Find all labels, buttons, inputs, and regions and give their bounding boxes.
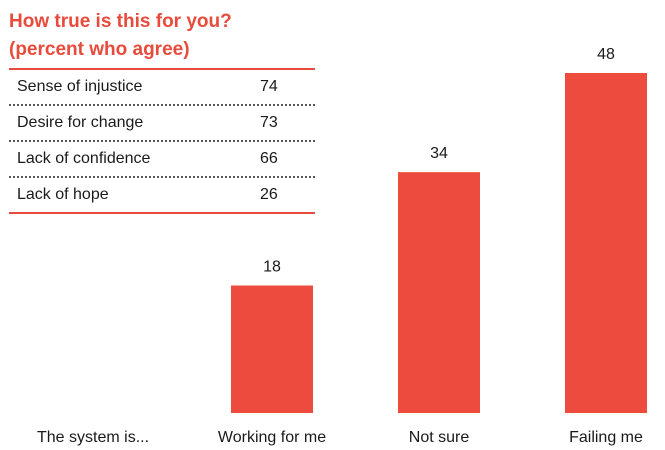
row-value: 26 — [260, 186, 278, 203]
table-row: Desire for change 73 — [9, 104, 315, 140]
bar-failing-me — [565, 73, 647, 413]
table-title-line-2: (percent who agree) — [9, 39, 190, 60]
category-tick-label: Not sure — [409, 429, 470, 446]
row-value: 74 — [260, 78, 278, 95]
bar-value-label: 18 — [263, 259, 281, 276]
row-label: Lack of hope — [17, 186, 109, 203]
bar-value-label: 34 — [430, 145, 448, 162]
row-value: 73 — [260, 114, 278, 131]
bar-value-label: 48 — [597, 46, 615, 63]
table-row: Lack of confidence 66 — [9, 140, 315, 176]
bar-working-for-me — [231, 285, 313, 413]
table-title: How true is this for you? (percent who a… — [9, 8, 329, 64]
row-label: Sense of injustice — [17, 78, 143, 95]
row-value: 66 — [260, 150, 278, 167]
row-label: Desire for change — [17, 114, 144, 131]
category-tick-label: Failing me — [569, 429, 643, 446]
category-tick-label: Working for me — [218, 429, 326, 446]
agree-table: Sense of injustice 74 Desire for change … — [9, 68, 315, 214]
table-row: Sense of injustice 74 — [9, 70, 315, 104]
table-title-line-1: How true is this for you? — [9, 11, 232, 32]
category-axis-label: The system is... — [37, 429, 149, 446]
row-label: Lack of confidence — [17, 150, 151, 167]
table-row: Lack of hope 26 — [9, 176, 315, 212]
bar-not-sure — [398, 172, 480, 413]
